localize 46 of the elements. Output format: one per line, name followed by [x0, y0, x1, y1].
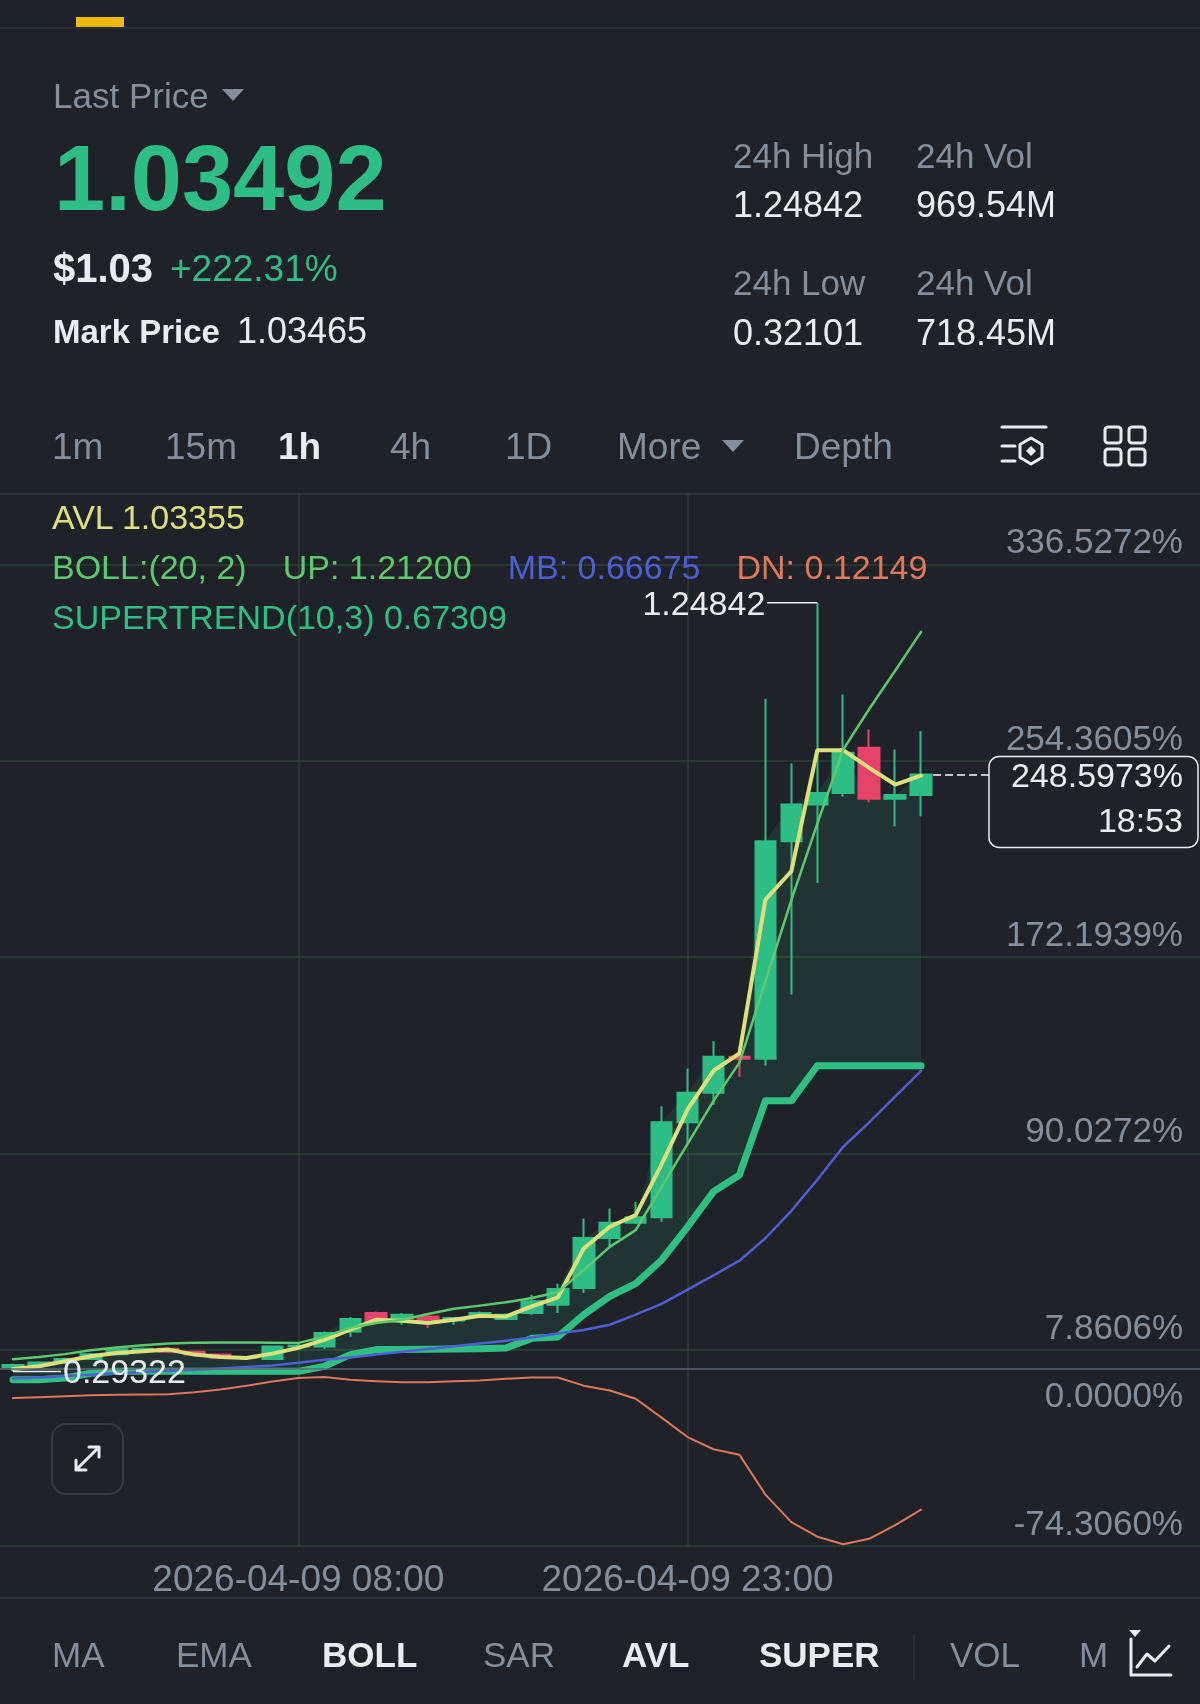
ref-line-label: 248.5973% 18:53 [1010, 755, 1183, 839]
text: 718.45M [916, 312, 1057, 353]
text: AVL [622, 1634, 690, 1674]
text: 1.03492 [54, 127, 387, 229]
text: Last Price [53, 75, 209, 115]
text: M [1079, 1634, 1109, 1674]
annotation: BOLL:(20, 2) [52, 548, 247, 586]
y-tick-label: 172.1939% [1005, 914, 1183, 954]
text: SUPERTREND(10,3) 0.67309 [52, 598, 507, 636]
text: SAR [483, 1634, 555, 1674]
text: 969.54M [916, 184, 1057, 225]
text: Mark Price [53, 312, 220, 350]
text: +222.31% [170, 247, 338, 289]
text: VOL [950, 1634, 1021, 1674]
text: AVL 1.03355 [52, 498, 245, 536]
text: 1D [505, 425, 553, 467]
text: SUPER [759, 1634, 880, 1674]
text: 0.32101 [733, 312, 864, 353]
x-tick-label: 2026-04-09 23:00 [541, 1558, 834, 1599]
text: BOLL [322, 1634, 418, 1674]
y-tick-label: 336.5272% [1005, 521, 1183, 561]
text: 1.03465 [237, 310, 368, 351]
y-tick-label: 90.0272% [1025, 1110, 1183, 1150]
y-tick-label: 254.3605% [1005, 717, 1183, 757]
ref-line-label: 0.0000% [1044, 1375, 1183, 1415]
y-tick-label: 7.8606% [1044, 1306, 1183, 1346]
text: 24h Low [733, 262, 866, 302]
text: MA [52, 1634, 105, 1674]
text: Depth [794, 425, 893, 467]
text: MB: 0.66675 [507, 548, 701, 586]
text: More [617, 425, 702, 467]
text: UP: 1.21200 [282, 548, 472, 586]
text: $1.03 [53, 246, 154, 290]
text: 4h [390, 425, 432, 467]
text: 24h Vol [916, 262, 1033, 302]
text: 24h High [733, 135, 874, 175]
text: 15m [165, 425, 237, 467]
text: EMA [176, 1634, 252, 1674]
text: DN: 0.12149 [736, 548, 928, 586]
text: 1h [278, 425, 322, 467]
y-tick-label: -74.3060% [1013, 1503, 1183, 1542]
text: 1.24842 [733, 184, 864, 225]
text: 1m [52, 425, 104, 467]
x-tick-label: 2026-04-09 08:00 [152, 1558, 445, 1599]
annotation: 1.24842 [642, 583, 766, 622]
text: 24h Vol [916, 135, 1033, 175]
